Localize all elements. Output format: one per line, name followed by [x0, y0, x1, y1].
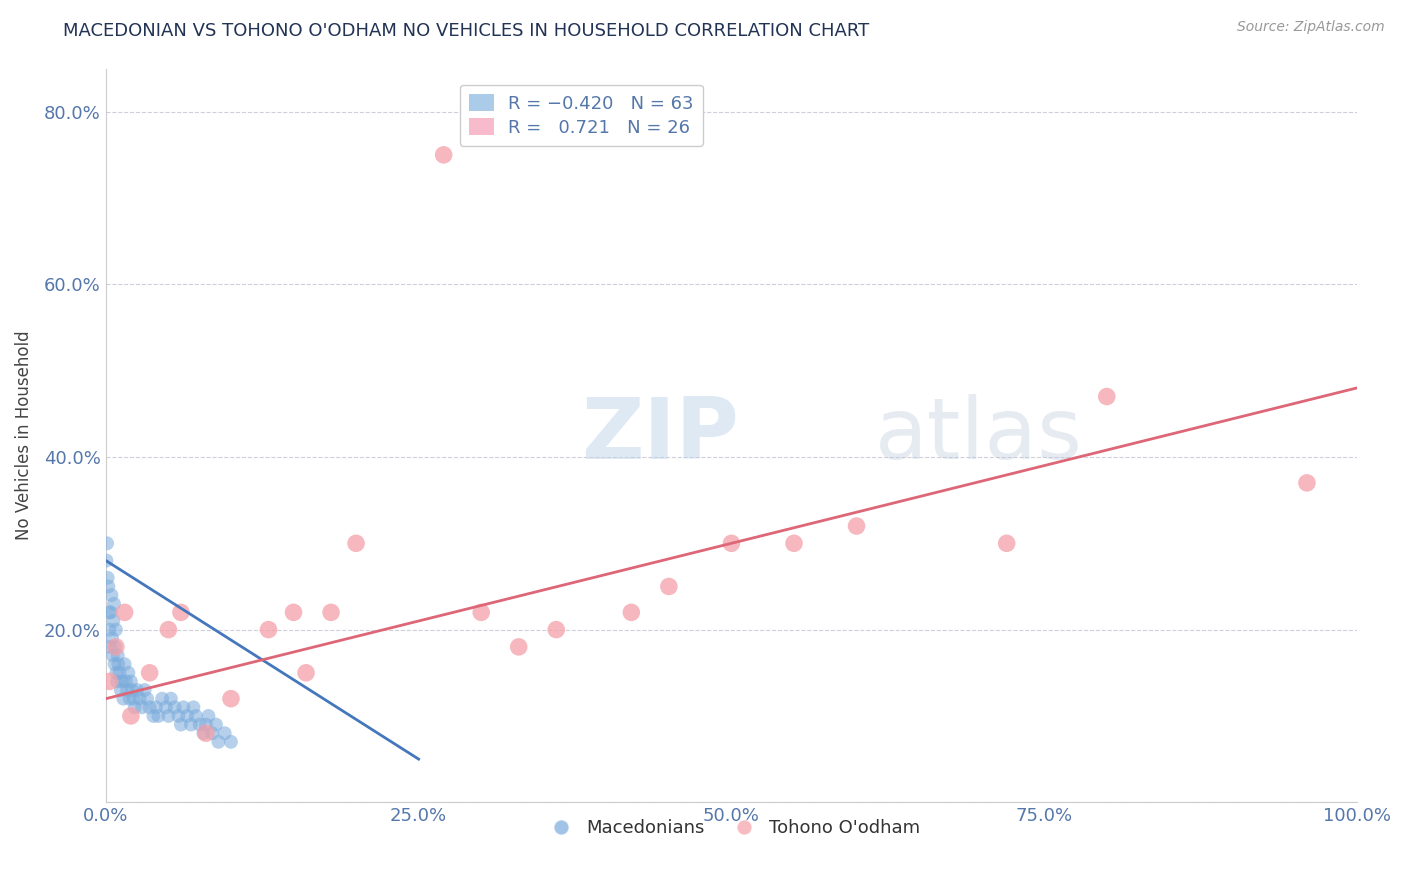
- Text: ZIP: ZIP: [581, 394, 740, 477]
- Point: [194, 717, 217, 731]
- Point: [134, 683, 156, 698]
- Point: [103, 614, 125, 628]
- Point: [183, 700, 205, 714]
- Point: [122, 691, 145, 706]
- Text: atlas: atlas: [876, 394, 1083, 477]
- Point: [100, 605, 122, 619]
- Point: [283, 605, 305, 619]
- Point: [98, 674, 121, 689]
- Point: [172, 700, 194, 714]
- Text: Source: ZipAtlas.com: Source: ZipAtlas.com: [1237, 20, 1385, 34]
- Point: [207, 735, 229, 749]
- Point: [155, 700, 177, 714]
- Point: [148, 709, 170, 723]
- Point: [97, 571, 120, 585]
- Point: [115, 683, 138, 698]
- Point: [160, 691, 183, 706]
- Point: [219, 691, 242, 706]
- Point: [150, 691, 173, 706]
- Point: [184, 709, 207, 723]
- Point: [142, 709, 165, 723]
- Point: [145, 700, 167, 714]
- Point: [167, 709, 190, 723]
- Point: [344, 536, 367, 550]
- Point: [120, 674, 142, 689]
- Point: [100, 588, 122, 602]
- Point: [104, 657, 127, 672]
- Point: [101, 648, 124, 663]
- Point: [720, 536, 742, 550]
- Point: [995, 536, 1018, 550]
- Point: [98, 605, 121, 619]
- Point: [114, 605, 136, 619]
- Point: [163, 700, 186, 714]
- Point: [138, 700, 160, 714]
- Point: [104, 640, 127, 654]
- Point: [112, 691, 135, 706]
- Point: [1296, 475, 1319, 490]
- Point: [295, 665, 318, 680]
- Point: [103, 597, 125, 611]
- Point: [98, 623, 121, 637]
- Point: [197, 709, 219, 723]
- Point: [104, 640, 127, 654]
- Point: [257, 623, 280, 637]
- Point: [620, 605, 643, 619]
- Point: [131, 700, 153, 714]
- Point: [105, 665, 128, 680]
- Point: [433, 148, 456, 162]
- Point: [101, 632, 124, 646]
- Point: [114, 657, 136, 672]
- Text: MACEDONIAN VS TOHONO O'ODHAM NO VEHICLES IN HOUSEHOLD CORRELATION CHART: MACEDONIAN VS TOHONO O'ODHAM NO VEHICLES…: [63, 22, 869, 40]
- Point: [97, 579, 120, 593]
- Point: [783, 536, 806, 550]
- Point: [107, 657, 129, 672]
- Point: [546, 623, 568, 637]
- Point: [205, 717, 228, 731]
- Point: [157, 623, 180, 637]
- Point: [115, 674, 138, 689]
- Point: [127, 683, 149, 698]
- Point: [98, 640, 121, 654]
- Point: [319, 605, 342, 619]
- Point: [118, 691, 141, 706]
- Point: [470, 605, 492, 619]
- Point: [157, 709, 180, 723]
- Point: [136, 691, 159, 706]
- Point: [111, 674, 134, 689]
- Point: [104, 623, 127, 637]
- Y-axis label: No Vehicles in Household: No Vehicles in Household: [15, 331, 32, 541]
- Point: [108, 665, 131, 680]
- Point: [845, 519, 868, 533]
- Point: [1095, 390, 1118, 404]
- Point: [128, 691, 150, 706]
- Point: [107, 648, 129, 663]
- Point: [508, 640, 530, 654]
- Point: [96, 536, 118, 550]
- Point: [117, 665, 139, 680]
- Point: [121, 683, 143, 698]
- Point: [110, 683, 132, 698]
- Point: [96, 553, 118, 567]
- Point: [105, 674, 128, 689]
- Point: [201, 726, 224, 740]
- Point: [214, 726, 236, 740]
- Point: [138, 665, 160, 680]
- Point: [120, 709, 142, 723]
- Point: [658, 579, 681, 593]
- Point: [124, 700, 146, 714]
- Point: [170, 717, 193, 731]
- Legend: Macedonians, Tohono O'odham: Macedonians, Tohono O'odham: [536, 812, 928, 845]
- Point: [193, 726, 215, 740]
- Point: [176, 709, 198, 723]
- Point: [194, 726, 217, 740]
- Point: [180, 717, 202, 731]
- Point: [170, 605, 193, 619]
- Point: [188, 717, 211, 731]
- Point: [219, 735, 242, 749]
